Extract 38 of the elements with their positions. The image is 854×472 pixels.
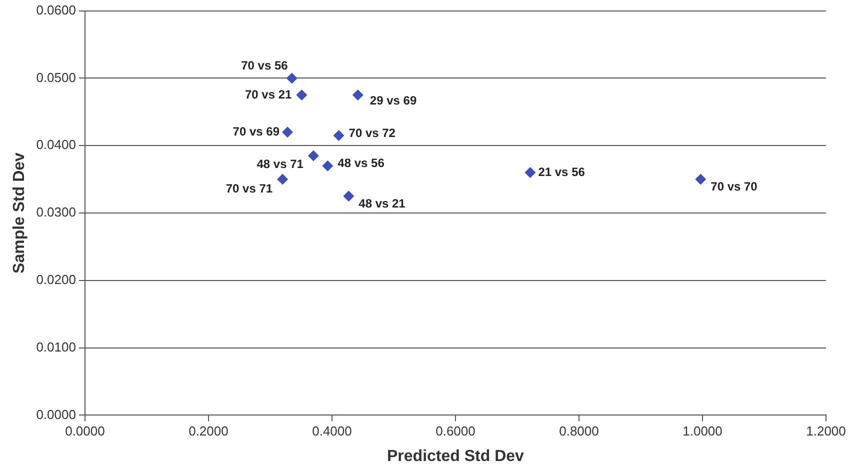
x-tick-label: 1.0000	[682, 424, 722, 439]
y-tick-label: 0.0200	[36, 272, 76, 287]
point	[286, 72, 298, 84]
y-tick-label: 0.0100	[36, 339, 76, 354]
y-tick-label: 0.0000	[36, 406, 76, 422]
point	[296, 90, 308, 101]
x-tick-label: 0.8000	[559, 424, 599, 439]
x-tick-label: 0.2000	[188, 424, 228, 439]
point	[343, 190, 354, 202]
x-tick-label: 0.4000	[312, 424, 352, 439]
x-tick-label: 1.2000	[806, 424, 846, 439]
y-axis-title: Sample Std Dev	[11, 152, 28, 274]
x-axis-title: Predicted Std Dev	[387, 448, 524, 465]
y-tick-label: 0.0400	[36, 137, 76, 152]
point	[524, 167, 536, 178]
annotation: 21 vs 56	[538, 164, 586, 179]
point	[333, 130, 344, 141]
point	[695, 174, 706, 185]
annotation: 29 vs 69	[370, 93, 417, 108]
annotation: 70 vs 69	[232, 124, 280, 138]
annotation: 70 vs 70	[710, 180, 758, 194]
point	[277, 174, 288, 185]
point	[308, 150, 319, 162]
annotation: 48 vs 56	[338, 156, 385, 170]
x-tick-label: 0.0000	[65, 424, 105, 439]
annotation: 70 vs 56	[241, 58, 288, 73]
point	[352, 90, 364, 101]
x-tick-label: 0.6000	[436, 424, 476, 439]
annotation: 48 vs 21	[358, 196, 406, 210]
y-tick-label: 0.0500	[36, 70, 76, 85]
annotation: 70 vs 21	[244, 87, 292, 102]
point	[282, 126, 294, 138]
annotation: 48 vs 71	[256, 157, 304, 172]
point	[322, 160, 334, 172]
annotation: 70 vs 72	[348, 126, 396, 140]
annotation: 70 vs 71	[226, 182, 273, 196]
y-tick-label: 0.0600	[36, 2, 76, 18]
y-tick-label: 0.0300	[36, 204, 76, 220]
